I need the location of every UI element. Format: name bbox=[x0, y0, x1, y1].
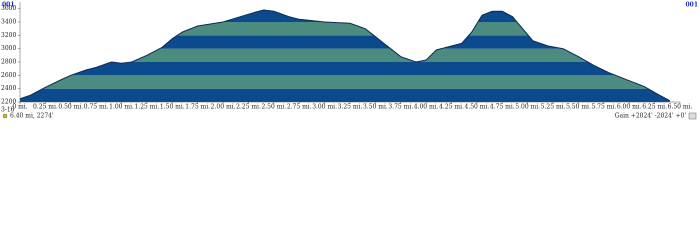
y-tick-label: 2600 bbox=[1, 72, 16, 79]
x-tick-label: 5.25 mi. bbox=[541, 104, 566, 111]
axis-note: 3-16 bbox=[1, 107, 15, 114]
elevation-band bbox=[20, 62, 670, 76]
corner-label: 001 bbox=[685, 2, 698, 9]
elevation-band bbox=[20, 35, 670, 49]
footer-right: Gain +2024' -2024' +0' bbox=[615, 113, 687, 120]
elevation-band bbox=[20, 88, 670, 102]
marker-icon bbox=[2, 113, 8, 119]
x-tick-label: 5.75 mi. bbox=[591, 104, 616, 111]
x-tick-label: 2.75 mi. bbox=[287, 104, 312, 111]
profile-line bbox=[19, 9, 671, 102]
x-tick-label: 0.75 mi. bbox=[84, 104, 109, 111]
y-tick-label: 2400 bbox=[1, 85, 16, 92]
y-tick-label: 2800 bbox=[1, 59, 16, 66]
x-tick-label: 3.00 mi. bbox=[312, 104, 337, 111]
x-tick-label: 2.00 mi. bbox=[211, 104, 236, 111]
x-tick-label: 0.50 mi. bbox=[58, 104, 83, 111]
bands bbox=[20, 2, 680, 102]
x-tick-label: 6.25 mi. bbox=[642, 104, 667, 111]
x-tick-label: 4.25 mi. bbox=[439, 104, 464, 111]
x-tick-label: 6.50 mi. bbox=[668, 104, 693, 111]
x-tick-label: 2.25 mi. bbox=[236, 104, 261, 111]
y-tick-label: 2200 bbox=[1, 99, 16, 106]
settings-icon[interactable] bbox=[688, 112, 697, 120]
x-tick-label: 0 mi. bbox=[12, 104, 27, 111]
x-tick-label: 1.50 mi. bbox=[160, 104, 185, 111]
elevation-band bbox=[20, 22, 670, 36]
y-tick-label: 3600 bbox=[1, 5, 16, 12]
x-tick-label: 0.25 mi. bbox=[33, 104, 58, 111]
x-tick-label: 4.00 mi. bbox=[414, 104, 439, 111]
footer-left: 6.40 mi, 2274' bbox=[10, 113, 54, 120]
elevation-chart: 001 001 3-16 6.40 mi, 2274' Gain +2024' … bbox=[1, 2, 698, 120]
x-tick-label: 3.75 mi. bbox=[388, 104, 413, 111]
x-tick-label: 4.75 mi. bbox=[490, 104, 515, 111]
x-tick-label: 6.00 mi. bbox=[617, 104, 642, 111]
x-tick-label: 1.75 mi. bbox=[185, 104, 210, 111]
y-tick-label: 3200 bbox=[1, 32, 16, 39]
x-tick-label: 4.50 mi. bbox=[465, 104, 490, 111]
x-tick-label: 3.50 mi. bbox=[363, 104, 388, 111]
x-tick-label: 1.25 mi. bbox=[135, 104, 160, 111]
elevation-band bbox=[20, 75, 670, 89]
elevation-band bbox=[20, 10, 670, 22]
elevation-band bbox=[20, 2, 680, 9]
x-tick-label: 5.00 mi. bbox=[515, 104, 540, 111]
x-tick-label: 5.50 mi. bbox=[566, 104, 591, 111]
elevation-band bbox=[20, 48, 670, 62]
corner-label: 001 bbox=[2, 2, 15, 9]
y-tick-label: 3400 bbox=[1, 19, 16, 26]
y-tick-label: 3000 bbox=[1, 45, 16, 52]
x-tick-label: 2.50 mi. bbox=[261, 104, 286, 111]
x-tick-label: 3.25 mi. bbox=[338, 104, 363, 111]
x-tick-label: 1.00 mi. bbox=[109, 104, 134, 111]
